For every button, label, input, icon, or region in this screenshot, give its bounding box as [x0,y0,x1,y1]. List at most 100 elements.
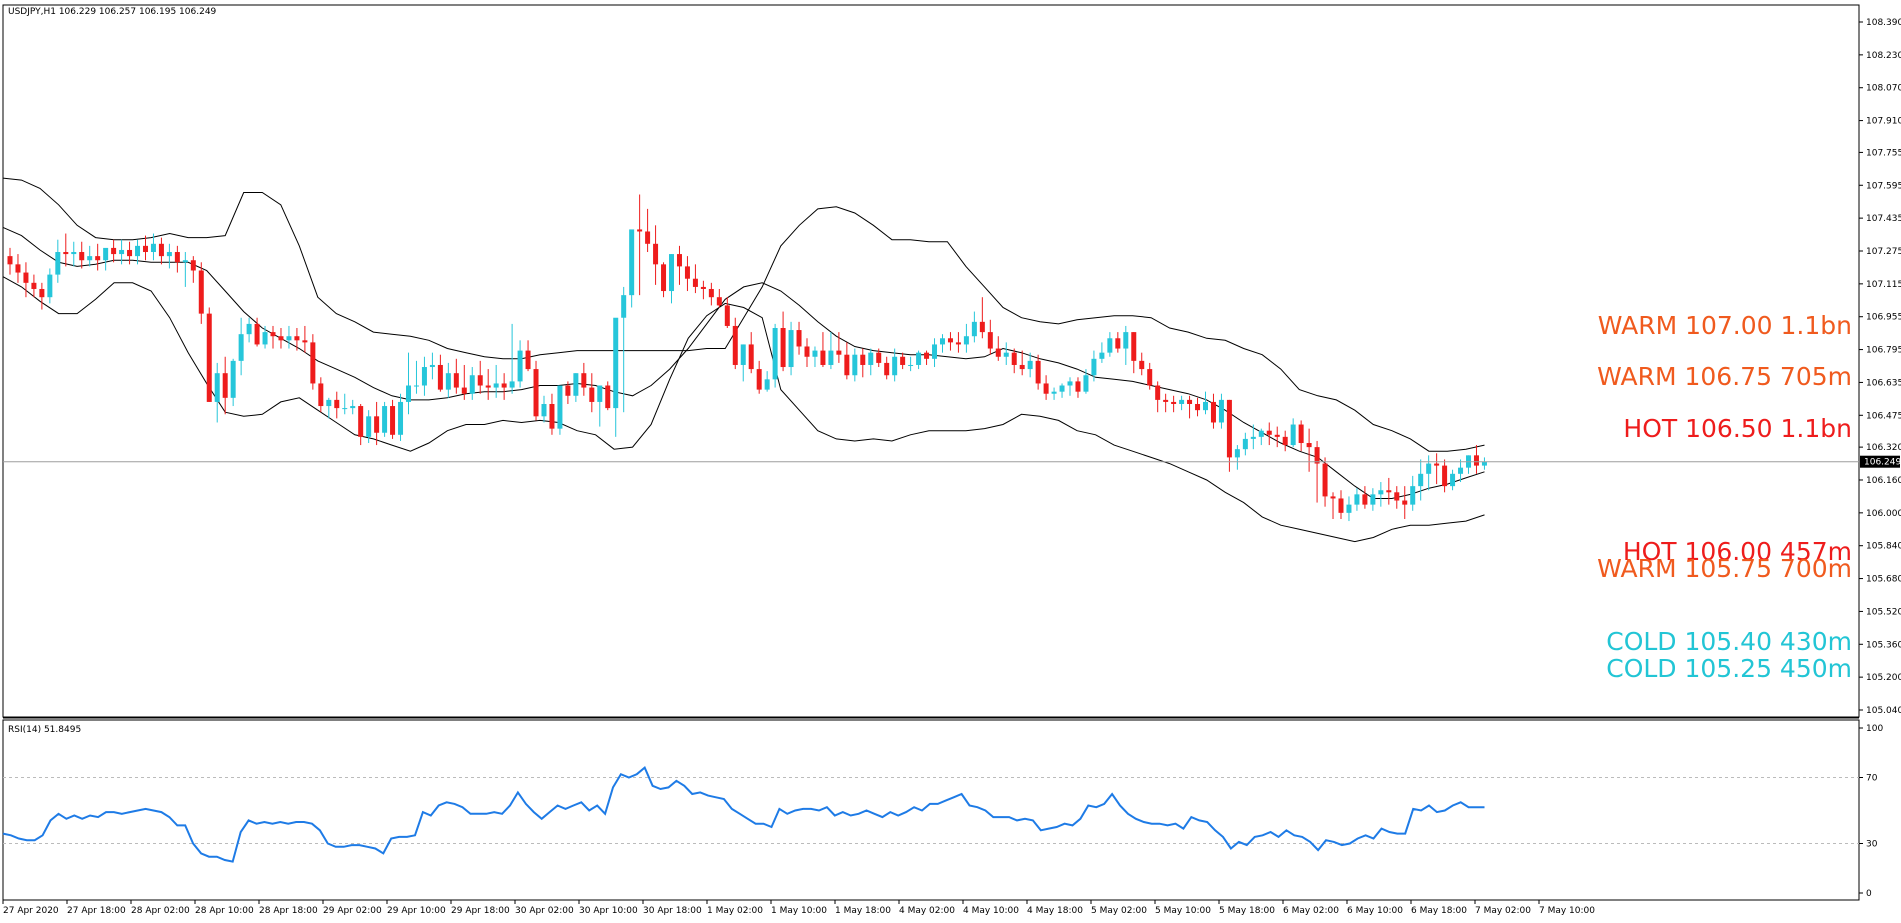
candle-body [222,373,228,398]
bollinger-bands [2,177,1485,543]
time-tick-label: 30 Apr 10:00 [579,906,638,916]
candle-body [366,416,372,437]
candle-body [581,373,587,388]
time-axis: 27 Apr 2020 27 Apr 18:00 28 Apr 02:00 28 Ap… [2,900,1595,916]
candle-body [150,243,156,253]
candle-body [1171,401,1177,404]
candle-body [71,252,77,255]
candle-body [190,260,196,271]
candle-body [278,336,284,341]
candle-body [1346,504,1352,513]
candle-body [732,325,738,365]
candle-body [326,399,332,407]
candle-body [565,385,571,396]
candle-body [342,408,348,410]
candle-body [461,387,467,394]
expiry-annotation: HOT 106.00 457m [1623,537,1852,566]
expiry-annotation: WARM 105.75 700m [1597,554,1852,583]
candle-body [469,375,475,394]
candle-body [1322,463,1328,497]
symbol-info: USDJPY,H1 106.229 106.257 106.195 106.24… [8,7,217,17]
price-tick-label: 108.390 [1866,18,1901,28]
price-tick-label: 107.435 [1866,214,1901,224]
rsi-tick-label: 0 [1866,889,1872,899]
candle-body [987,332,993,349]
candle-body [111,247,117,255]
candle-body [700,286,706,289]
candle-body [79,252,85,261]
candle-body [653,243,659,265]
candle-body [1195,403,1201,411]
candle-body [1115,338,1121,349]
price-tick-label: 105.360 [1866,640,1901,650]
candle-body [166,252,172,257]
candle-body [573,373,579,396]
band-upper [2,177,1485,452]
candle-body [1370,494,1376,505]
price-axis: 108.390 108.230 108.070 107.910 107.755 107.5… [1859,18,1901,716]
candle-body [254,323,260,345]
candle-body [955,342,961,345]
time-tick-label: 28 Apr 18:00 [259,906,318,916]
candle-body [509,381,515,388]
rsi-panel-frame [2,719,1860,901]
candle-body [1442,465,1448,487]
current-price-box [1860,455,1900,468]
candle-body [1266,430,1272,435]
option-expiry-annotations: WARM 107.00 1.1bn WARM 106.75 705m HOT 106… [1597,311,1852,683]
candle-body [1402,500,1408,505]
candle-body [302,340,308,343]
time-tick-label: 4 May 18:00 [1027,906,1083,916]
candle-body [1481,461,1487,466]
candle-body [1386,490,1392,493]
price-tick-label: 105.040 [1866,706,1901,716]
candle-body [31,282,37,289]
candle-body [963,336,969,345]
time-tick-label: 1 May 02:00 [707,906,763,916]
candle-body [1035,360,1041,384]
band-lower [2,276,1485,543]
price-tick-label: 106.635 [1866,378,1901,388]
candle-body [780,328,786,368]
price-tick-label: 105.200 [1866,673,1901,683]
candle-body [398,401,404,435]
time-tick-label: 29 Apr 02:00 [323,906,382,916]
price-tick-label: 106.320 [1866,443,1901,453]
candle-body [828,350,834,365]
candle-body [1147,369,1153,386]
candle-body [1027,360,1033,370]
candle-body [206,313,212,402]
candle-body [390,406,396,435]
candle-body [876,352,882,363]
candle-body [1394,492,1400,501]
candle-body [892,356,898,376]
candle-body [1123,332,1129,349]
candle-body [127,249,133,257]
candle-body [1290,424,1296,446]
price-tick-label: 105.520 [1866,607,1901,617]
price-tick-label: 106.795 [1866,346,1901,356]
candle-body [661,264,667,292]
candle-body [533,369,539,417]
candle-body [756,369,762,390]
candle-body [39,288,45,298]
candle-body [15,264,21,273]
candle-body [1258,430,1264,437]
time-tick-label: 4 May 10:00 [963,906,1019,916]
candle-body [318,383,324,407]
candle-body [1354,494,1360,505]
candle-body [1234,449,1240,458]
candle-body [589,387,595,402]
candle-body [1139,360,1145,370]
candle-body [1051,391,1057,394]
time-tick-label: 7 May 10:00 [1539,906,1595,916]
candle-body [1011,352,1017,365]
candle-body [1203,401,1208,411]
candle-body [1091,358,1097,376]
candle-body [1458,467,1464,474]
candle-body [772,328,778,380]
rsi-tick-label: 30 [1866,840,1878,850]
expiry-annotation: HOT 106.50 1.1bn [1623,414,1852,443]
